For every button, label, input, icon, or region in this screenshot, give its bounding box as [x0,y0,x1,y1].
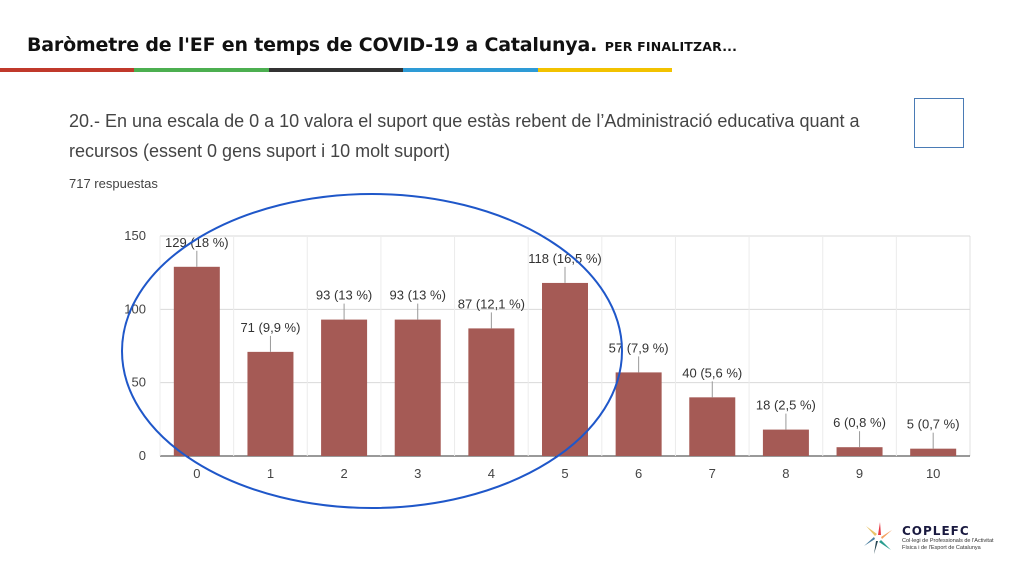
bar-6 [615,372,662,456]
data-label-6: 57 (7,9 %) [609,340,669,355]
rule-segment-2 [268,68,404,72]
coplefc-logo-icon [864,522,892,554]
bar-5 [542,282,588,456]
logo-name: COPLEFC [902,524,970,538]
data-label-4: 87 (12,1 %) [458,296,525,311]
y-tick-label-0: 0 [139,448,146,463]
x-tick-label-3: 3 [414,466,421,481]
bar-3 [394,319,441,456]
highlight-ellipse [121,193,623,509]
bar-2 [321,319,368,456]
data-label-9: 6 (0,8 %) [833,415,886,430]
logo-line-1: Col·legi de Professionals de l'Activitat [902,538,994,544]
data-label-5: 118 (16,5 %) [528,251,601,266]
bar-4 [468,328,515,456]
logo-line-2: Física i de l'Esport de Catalunya [902,545,981,551]
data-label-1: 71 (9,9 %) [240,320,300,335]
data-label-2: 93 (13 %) [316,288,372,303]
bar-9 [836,447,883,456]
data-label-3: 93 (13 %) [390,288,446,303]
y-tick-label-100: 100 [124,301,146,316]
x-tick-label-5: 5 [561,466,568,481]
data-label-7: 40 (5,6 %) [682,365,742,380]
slide-title: Baròmetre de l'EF en temps de COVID-19 a… [27,34,737,56]
bar-7 [689,397,736,456]
y-tick-label-150: 150 [124,228,146,243]
data-label-10: 5 (0,7 %) [907,417,960,432]
question-text: 20.- En una escala de 0 a 10 valora el s… [69,111,860,161]
bar-0 [173,266,220,456]
x-tick-label-4: 4 [488,466,495,481]
x-tick-label-9: 9 [856,466,863,481]
x-tick-label-10: 10 [926,466,940,481]
y-tick-label-50: 50 [132,375,146,390]
x-tick-label-7: 7 [709,466,716,481]
x-tick-label-0: 0 [193,466,200,481]
rule-segment-4 [537,68,673,72]
x-tick-label-1: 1 [267,466,274,481]
logo-text: COPLEFC Col·legi de Professionals de l'A… [902,524,994,552]
title-color-rule [0,68,673,72]
rule-segment-3 [403,68,538,72]
x-tick-label-6: 6 [635,466,642,481]
slide-title-subtitle: PER FINALITZAR... [604,39,738,54]
data-label-8: 18 (2,5 %) [756,398,816,413]
checkbox-square [914,98,964,148]
data-label-0: 129 (18 %) [165,235,229,250]
x-tick-label-2: 2 [340,466,347,481]
rule-segment-1 [134,68,269,72]
rule-segment-0 [0,68,135,72]
slide-title-main: Baròmetre de l'EF en temps de COVID-19 a… [27,34,598,56]
response-count: 717 respuestas [69,176,158,191]
bar-1 [247,351,294,456]
x-tick-label-8: 8 [782,466,789,481]
bar-8 [762,429,809,456]
bar-10 [910,448,957,456]
